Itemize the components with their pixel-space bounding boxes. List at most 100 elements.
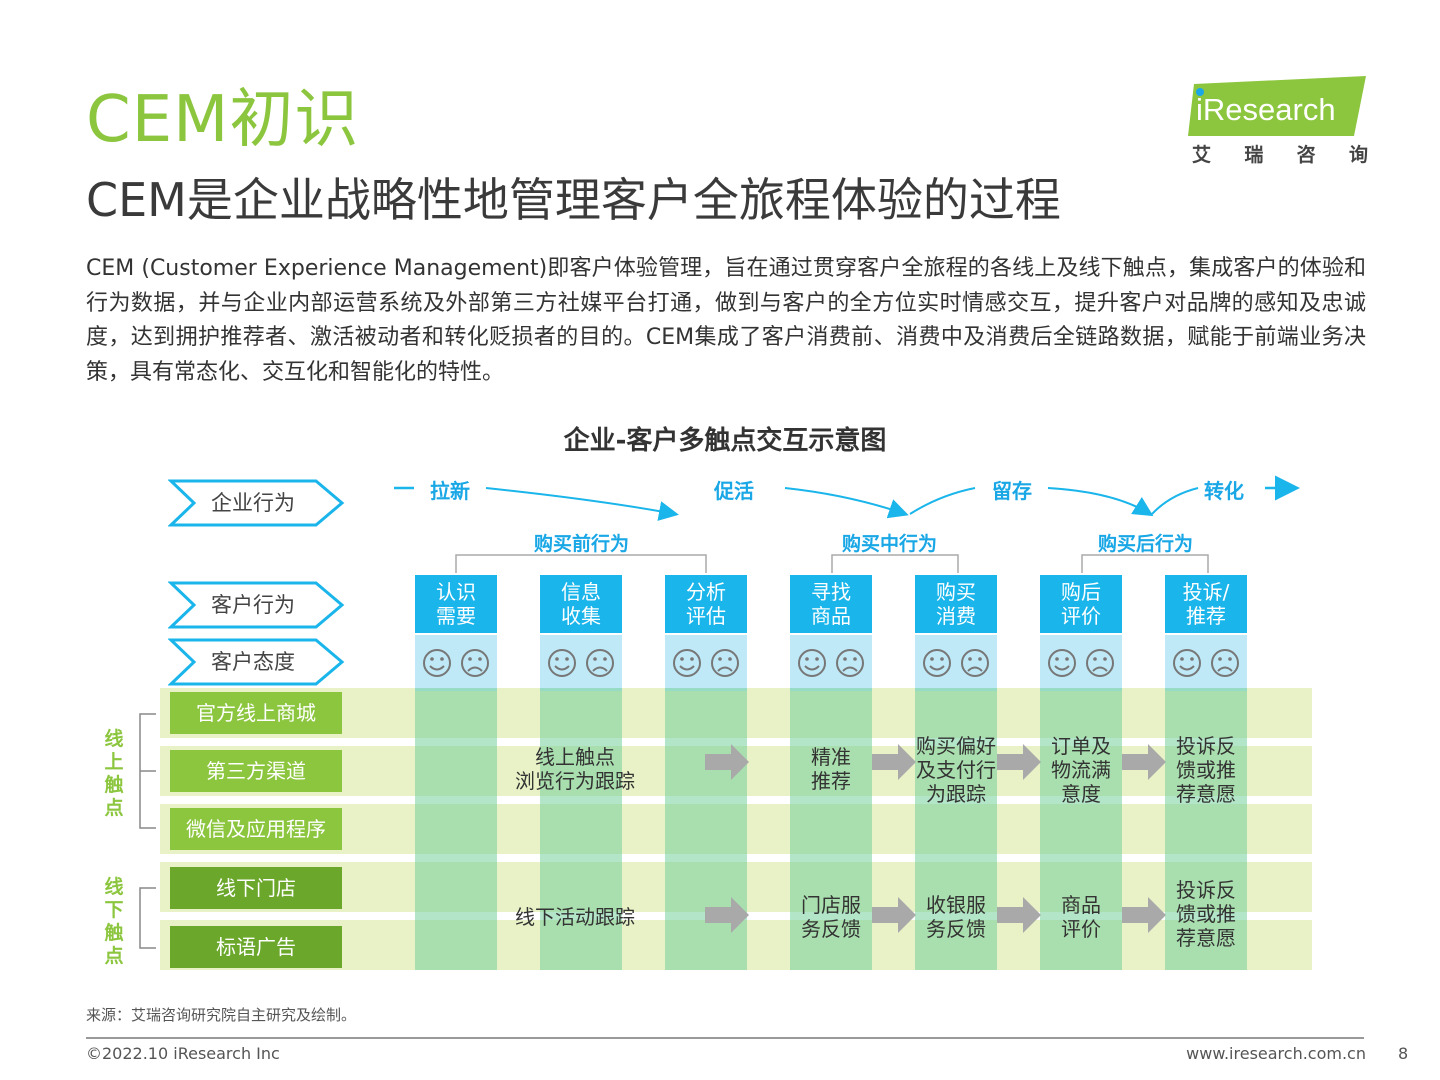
flow-arrow-icon: [1122, 897, 1166, 933]
customer-behavior-line: 收集: [561, 604, 601, 628]
flow-arrow-icon: [705, 744, 749, 780]
customer-behavior-line: 分析: [686, 580, 726, 604]
cell-line: 及支付行: [916, 758, 996, 782]
logo-sub-char: 咨: [1296, 144, 1316, 166]
phase-label: 购买前行为: [534, 533, 630, 555]
smile-icon: [548, 649, 577, 677]
customer-behavior-line: 评估: [686, 604, 726, 628]
customer-behavior-box: 寻找 商品: [790, 575, 872, 633]
cell-line: 商品: [1061, 893, 1101, 917]
cell-line: 荐意愿: [1176, 782, 1236, 806]
chevron-shape: [168, 581, 345, 629]
customer-behavior-box: 购后 评价: [1040, 575, 1122, 633]
touchpoint-official-store: 官方线上商城: [170, 692, 342, 734]
customer-behavior-line: 需要: [436, 604, 476, 628]
row-label-customer-attitude: 客户态度: [168, 637, 348, 687]
customer-behavior-line: 评价: [1061, 604, 1101, 628]
offline-cell: 线下活动跟踪: [500, 905, 650, 929]
online-cell: 投诉反 馈或推 荐意愿: [1165, 734, 1247, 806]
attitude-faces: [1165, 635, 1247, 691]
flow-arrow-icon: [997, 897, 1041, 933]
stage-label: 促活: [714, 479, 754, 503]
stage-label: 留存: [992, 479, 1032, 503]
column-band: [1165, 688, 1247, 970]
row-label-text: 企业行为: [211, 491, 295, 515]
flow-arrow-icon: [872, 897, 916, 933]
flow-arrow-icon: [872, 744, 916, 780]
stage-flow-arrows: [394, 475, 1300, 521]
customer-behavior-box: 投诉/推荐: [1165, 575, 1247, 633]
stage-label: 转化: [1204, 479, 1244, 503]
online-group-label: 线上触点: [104, 728, 124, 820]
customer-behavior-box: 购买 消费: [915, 575, 997, 633]
phase-label: 购买后行为: [1098, 533, 1194, 555]
intro-paragraph: CEM (Customer Experience Management)即客户体…: [86, 256, 1366, 385]
attitude-faces: [540, 635, 622, 691]
offline-group-label-text: 线下触点: [104, 876, 124, 967]
attitude-faces: [1040, 635, 1122, 691]
cell-line: 投诉反: [1176, 734, 1236, 758]
customer-behavior-box: 信息 收集: [540, 575, 622, 633]
frown-icon: [585, 649, 614, 677]
logo-sub-char: 艾: [1192, 144, 1212, 166]
frown-icon: [710, 649, 739, 677]
touchpoint-wechat-apps: 微信及应用程序: [170, 808, 342, 850]
logo-sub-char: 询: [1348, 144, 1368, 166]
logo-sub-char: 瑞: [1244, 144, 1264, 166]
customer-behavior-line: 购后: [1061, 580, 1101, 604]
smile-icon: [673, 649, 702, 677]
offline-cell: 投诉反 馈或推 荐意愿: [1165, 878, 1247, 950]
online-cell: 线上触点 浏览行为跟踪: [500, 745, 650, 793]
smile-icon: [423, 649, 452, 677]
touchpoint-offline-store: 线下门店: [170, 867, 342, 909]
customer-behavior-line: 信息: [561, 580, 601, 604]
smile-icon: [798, 649, 827, 677]
logo-subtitle: 艾 瑞 咨 询: [1192, 140, 1368, 167]
source-note: 来源：艾瑞咨询研究院自主研究及绘制。: [86, 1006, 357, 1024]
cell-line: 购买偏好: [916, 734, 996, 758]
website-link[interactable]: www.iresearch.com.cn: [1186, 1044, 1366, 1063]
chevron-shape: [168, 479, 345, 527]
offline-bracket: [139, 887, 156, 949]
customer-behavior-line: 投诉/: [1182, 580, 1230, 604]
smile-icon: [923, 649, 952, 677]
cell-line: 浏览行为跟踪: [515, 769, 635, 793]
customer-behavior-box: 认识 需要: [415, 575, 497, 633]
stage-label: 拉新: [430, 479, 470, 503]
cell-line: 线下活动跟踪: [515, 905, 635, 929]
frown-icon: [1210, 649, 1239, 677]
phase-label: 购买中行为: [842, 533, 938, 555]
cell-line: 线上触点: [535, 745, 615, 769]
copyright: ©2022.10 iResearch Inc: [86, 1044, 280, 1063]
cell-line: 精准: [811, 745, 851, 769]
customer-behavior-line: 推荐: [1186, 604, 1226, 628]
cell-line: 意度: [1061, 782, 1101, 806]
page-number: 8: [1398, 1044, 1409, 1063]
column-band: [1040, 688, 1122, 970]
customer-behavior-line: 消费: [936, 604, 976, 628]
cell-line: 物流满: [1051, 758, 1111, 782]
offline-cell: 门店服 务反馈: [790, 893, 872, 941]
customer-behavior-line: 认识: [436, 580, 476, 604]
flow-arrow-icon: [1122, 744, 1166, 780]
offline-cell: 商品 评价: [1040, 893, 1122, 941]
diagram-title: 企业-客户多触点交互示意图: [563, 426, 887, 456]
online-cell: 精准 推荐: [790, 745, 872, 793]
touchpoint-third-party: 第三方渠道: [170, 750, 342, 792]
column-band: [540, 688, 622, 970]
cell-line: 投诉反: [1176, 878, 1236, 902]
flow-arrow-icon: [997, 744, 1041, 780]
row-label-customer-behavior: 客户行为: [168, 580, 348, 630]
attitude-faces: [415, 635, 497, 691]
frown-icon: [1085, 649, 1114, 677]
smile-icon: [1048, 649, 1077, 677]
page-subtitle: CEM是企业战略性地管理客户全旅程体验的过程: [86, 173, 1061, 227]
row-label-text: 客户态度: [211, 650, 295, 674]
row-label-enterprise: 企业行为: [168, 478, 348, 528]
offline-cell: 收银服 务反馈: [915, 893, 997, 941]
phase-brackets: [455, 554, 1209, 573]
frown-icon: [960, 649, 989, 677]
online-cell: 购买偏好 及支付行 为跟踪: [905, 734, 1007, 806]
column-band: [790, 688, 872, 970]
cell-line: 馈或推: [1176, 758, 1236, 782]
